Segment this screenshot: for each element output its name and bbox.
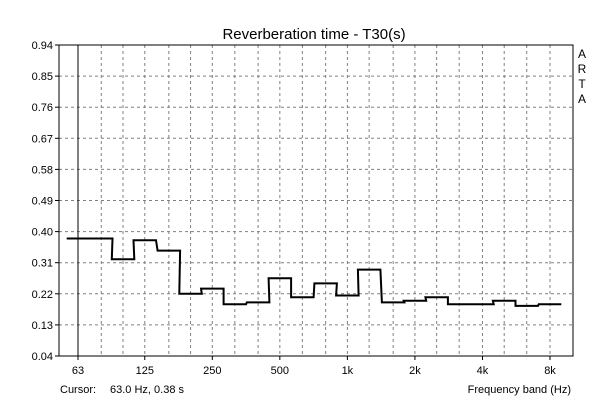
y-tick-label: 0.04 (32, 351, 53, 363)
x-axis-label: Frequency band (Hz) (468, 384, 571, 396)
x-tick-label: 4k (477, 365, 489, 377)
y-tick-label: 0.94 (32, 40, 53, 52)
cursor-readout: 63.0 Hz, 0.38 s (110, 384, 184, 396)
y-tick-label: 0.13 (32, 320, 53, 332)
x-tick-label: 125 (136, 365, 154, 377)
x-axis-ticks: 63 125 250 500 1k 2k 4k 8k (72, 356, 556, 377)
y-tick-label: 0.31 (32, 258, 53, 270)
data-series (66, 45, 562, 356)
y-tick-label: 0.76 (32, 102, 53, 114)
chart-title: Reverberation time - T30(s) (222, 26, 405, 43)
y-tick-label: 0.58 (32, 164, 53, 176)
plot-frame (58, 44, 574, 357)
y-tick-label: 0.67 (32, 133, 53, 145)
y-tick-label: 0.49 (32, 196, 53, 208)
brand-letter: A (578, 92, 586, 106)
x-tick-label: 2k (409, 365, 421, 377)
y-tick-label: 0.40 (32, 227, 53, 239)
brand-letter: R (578, 62, 587, 76)
x-tick-label: 8k (544, 365, 556, 377)
x-tick-label: 250 (203, 365, 221, 377)
brand-letter: T (578, 77, 586, 91)
brand-letter: A (578, 47, 586, 61)
x-tick-label: 63 (72, 365, 84, 377)
cursor-label: Cursor: (60, 384, 96, 396)
series-line (66, 237, 562, 307)
grid-lines (59, 45, 573, 356)
y-axis-ticks: 0.94 0.85 0.76 0.67 0.58 0.49 0.40 0.31 0.22 0.13… (32, 40, 59, 363)
y-tick-label: 0.22 (32, 289, 53, 301)
x-tick-label: 500 (271, 365, 289, 377)
y-tick-label: 0.85 (32, 71, 53, 83)
x-tick-label: 1k (342, 365, 354, 377)
